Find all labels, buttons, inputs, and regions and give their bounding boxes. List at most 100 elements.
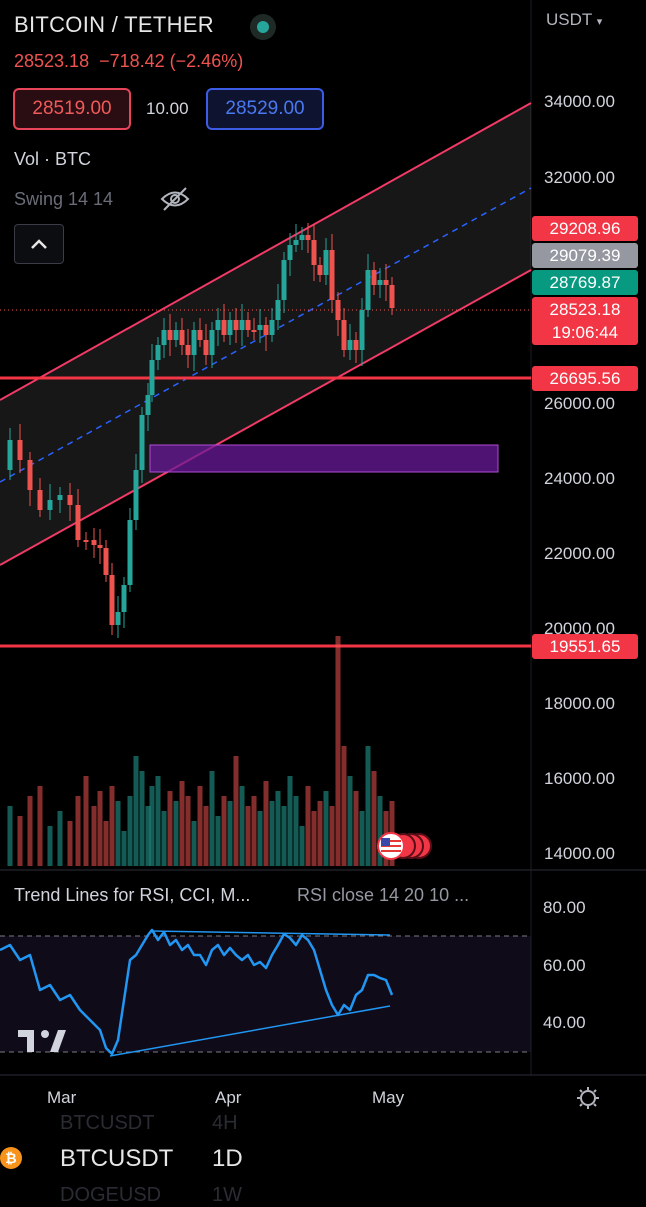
candle-body (305, 235, 311, 240)
volume-bar (299, 826, 305, 866)
candle-body (27, 460, 33, 490)
volume-indicator-label[interactable]: Vol · BTC (14, 149, 92, 169)
price-tag-resistance: 26695.56 (532, 366, 638, 391)
volume-bar (167, 791, 173, 866)
price-axis-label: 24000.00 (544, 469, 615, 488)
volume-bar (233, 756, 239, 866)
volume-bar (377, 796, 383, 866)
volume-bar (103, 821, 109, 866)
candle-body (215, 320, 221, 330)
candle-body (121, 585, 127, 612)
price-axis-label: 32000.00 (544, 168, 615, 187)
candle-body (17, 440, 23, 460)
candle-body (263, 325, 269, 335)
volume-bar (353, 791, 359, 866)
candle-body (359, 310, 365, 350)
time-axis-label: Apr (215, 1088, 242, 1107)
price-axis-label: 20000.00 (544, 619, 615, 638)
candle-body (37, 490, 43, 510)
collapse-legend-button[interactable] (14, 224, 64, 264)
candle-body (103, 548, 109, 575)
volume-bar (275, 791, 281, 866)
channel-lower-line (0, 269, 532, 566)
candle-body (221, 320, 227, 335)
volume-bar (251, 796, 257, 866)
volume-bar (155, 776, 161, 866)
volume-bar (305, 786, 311, 866)
chevron-up-icon (31, 239, 47, 249)
volume-bar (185, 796, 191, 866)
currency-selector[interactable]: USDT ▾ (546, 10, 602, 30)
candle-body (203, 340, 209, 355)
volume-bar (161, 811, 167, 866)
price-axis-label: 16000.00 (544, 769, 615, 788)
price-axis-label: 26000.00 (544, 394, 615, 413)
us-economic-events-icon[interactable] (376, 831, 432, 866)
volume-bar (347, 776, 353, 866)
volume-bar (75, 796, 81, 866)
tradingview-logo-icon (18, 1030, 66, 1052)
candle-body (287, 245, 293, 260)
volume-bar (7, 806, 13, 866)
candle-body (227, 320, 233, 335)
rsi-indicator-title[interactable]: Trend Lines for RSI, CCI, M... (14, 885, 251, 905)
volume-bar (365, 746, 371, 866)
volume-bar (221, 796, 227, 866)
volume-bar (91, 806, 97, 866)
candle-body (139, 415, 145, 470)
candle-body (145, 395, 151, 415)
price-tag-low: 28769.87 (532, 270, 638, 295)
rsi-axis-label: 80.00 (543, 898, 586, 917)
candle-body (257, 325, 263, 330)
volume-bar (133, 756, 139, 866)
candle-body (293, 240, 299, 245)
volume-bar (115, 801, 121, 866)
timeframe-selector[interactable]: 1D (212, 1145, 243, 1172)
candle-body (185, 345, 191, 355)
candle-body (115, 612, 121, 625)
hidden-eye-icon[interactable] (160, 186, 190, 217)
volume-bar (191, 821, 197, 866)
volume-bar (323, 791, 329, 866)
volume-bar (257, 811, 263, 866)
channel-mid-line (0, 187, 532, 483)
price-tag-last: 28523.18 (532, 297, 638, 322)
ghost-symbol: DOGEUSD (60, 1184, 162, 1206)
candle-body (133, 470, 139, 520)
candle-body (371, 270, 377, 285)
candle-body (389, 285, 395, 308)
settings-gear-icon (577, 1087, 599, 1109)
symbol-selector[interactable]: BTCUSDT (60, 1145, 174, 1172)
swing-indicator-label[interactable]: Swing 14 14 (14, 189, 114, 209)
volume-bar (335, 636, 341, 866)
price-axis-label: 14000.00 (544, 844, 615, 863)
bitcoin-icon: ₿ (0, 1147, 22, 1169)
ghost-symbol: BTCUSDT (60, 1112, 155, 1134)
volume-bar (17, 816, 23, 866)
candle-body (109, 575, 115, 625)
volume-bar (359, 811, 365, 866)
rsi-trendline-lower (109, 1005, 391, 1057)
candle-body (191, 330, 197, 355)
volume-bar (47, 826, 53, 866)
volume-bar (293, 796, 299, 866)
ghost-timeframe: 4H (212, 1112, 238, 1134)
volume-bar (197, 786, 203, 866)
rsi-axis-label: 60.00 (543, 956, 586, 975)
volume-bar (239, 786, 245, 866)
candle-body (323, 250, 329, 275)
ghost-timeframe: 1W (212, 1184, 242, 1206)
time-axis-label: Mar (47, 1088, 77, 1107)
candle-body (365, 270, 371, 310)
volume-bar (371, 771, 377, 866)
buy-button[interactable]: 28529.00 (206, 88, 324, 130)
volume-bar (37, 786, 43, 866)
volume-bar (215, 816, 221, 866)
price-tag-high: 29208.96 (532, 216, 638, 241)
chevron-down-icon: ▾ (596, 16, 603, 28)
instrument-title[interactable]: BITCOIN / TETHER (14, 12, 214, 37)
volume-bar (173, 801, 179, 866)
sell-button[interactable]: 28519.00 (13, 88, 131, 130)
volume-bar (67, 821, 73, 866)
candle-body (317, 265, 323, 275)
